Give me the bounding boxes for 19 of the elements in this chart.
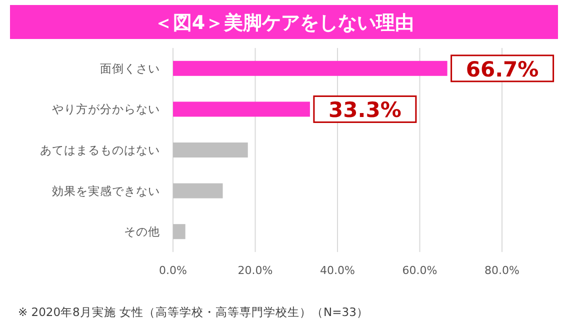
y-tick-label: やり方が分からない xyxy=(52,102,160,116)
bar xyxy=(173,102,310,117)
y-tick-label: あてはまるものはない xyxy=(40,143,160,157)
bar xyxy=(173,60,448,76)
chart-title: ＜図4＞美脚ケアをしない理由 xyxy=(154,12,414,34)
x-tick-label: 20.0% xyxy=(238,264,273,277)
x-tick-label: 40.0% xyxy=(320,264,355,277)
bar xyxy=(173,183,223,198)
y-tick-label: 面倒くさい xyxy=(100,61,160,76)
data-label: 66.7% xyxy=(466,57,539,82)
text: ※ 2020年8月実施 女性（高等学校・高等専門学校生）（N=33） xyxy=(18,305,368,319)
x-tick-label: 60.0% xyxy=(402,264,438,277)
x-tick-label: 80.0% xyxy=(484,264,520,277)
data-label: 33.3% xyxy=(328,98,402,122)
bar xyxy=(173,224,186,240)
y-tick-label: 効果を実感できない xyxy=(52,184,160,198)
bar xyxy=(173,142,248,158)
y-tick-label: その他 xyxy=(124,224,160,239)
x-tick-label: 0.0% xyxy=(159,264,187,277)
